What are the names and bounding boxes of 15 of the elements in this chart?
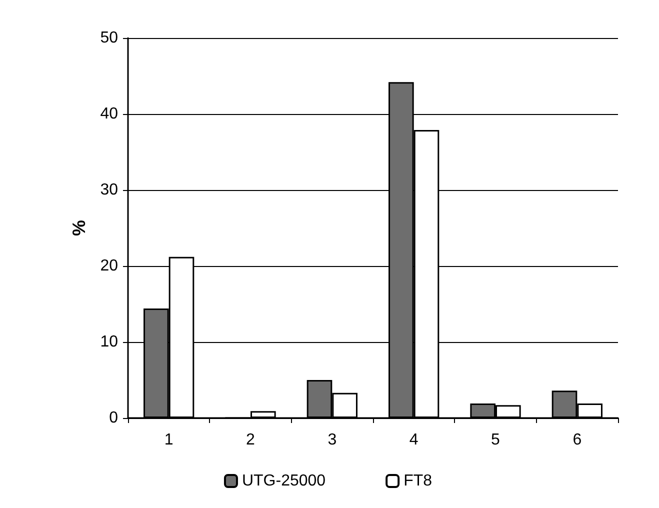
x-tick-label: 4 xyxy=(409,432,418,448)
x-tick-label: 2 xyxy=(246,432,256,448)
x-tick-label: 6 xyxy=(572,432,582,448)
y-tick-label: 40 xyxy=(100,106,118,122)
x-tick-label: 3 xyxy=(328,432,337,448)
legend-label: UTG-25000 xyxy=(242,472,326,490)
y-tick-label: 50 xyxy=(100,30,118,46)
x-tick-label: 5 xyxy=(491,432,500,448)
legend-label: FT8 xyxy=(404,472,432,490)
y-tick-label: 0 xyxy=(109,410,118,426)
y-tick-label: 30 xyxy=(100,182,118,198)
y-tick-label: 20 xyxy=(100,258,118,274)
x-tick-label: 1 xyxy=(164,432,174,448)
y-axis-title: % xyxy=(69,220,89,236)
y-tick-label: 10 xyxy=(100,334,118,350)
